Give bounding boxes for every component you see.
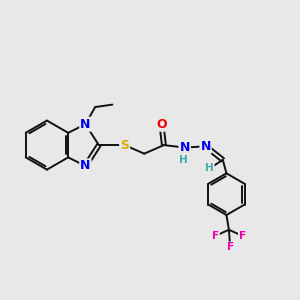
Text: F: F [239, 231, 246, 241]
Text: N: N [80, 118, 91, 131]
Text: N: N [200, 140, 211, 153]
Text: F: F [212, 231, 219, 241]
Text: H: H [179, 155, 188, 165]
Text: N: N [180, 141, 190, 154]
Text: F: F [226, 242, 234, 252]
Text: O: O [156, 118, 167, 131]
Text: S: S [120, 139, 129, 152]
Text: H: H [205, 164, 214, 173]
Text: N: N [80, 159, 91, 172]
